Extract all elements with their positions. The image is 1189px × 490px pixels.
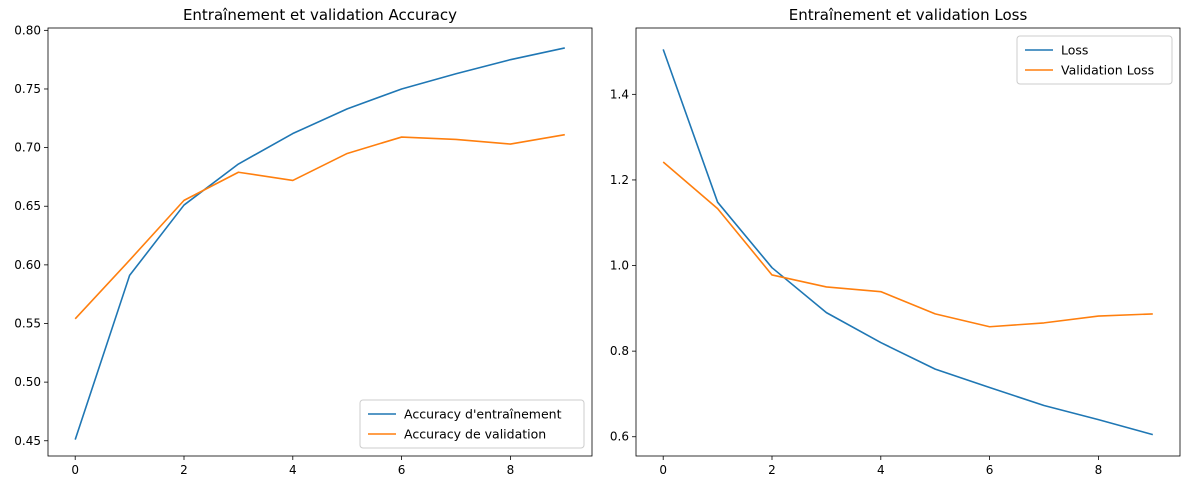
legend-label: Loss xyxy=(1061,43,1088,58)
y-tick-label: 0.60 xyxy=(14,258,41,272)
legend-label: Validation Loss xyxy=(1061,63,1154,78)
x-tick-label: 2 xyxy=(180,463,188,477)
x-tick-label: 0 xyxy=(71,463,79,477)
x-tick-label: 6 xyxy=(986,463,994,477)
plot-frame xyxy=(635,27,1181,457)
series-line-2 xyxy=(74,133,565,320)
legend-label: Accuracy de validation xyxy=(404,427,546,442)
chart-2: Entraînement et validation Loss 0 2 4 6 8 0.6 0… xyxy=(610,6,1181,477)
x-tick-label: 8 xyxy=(1095,463,1103,477)
y-tick-label: 0.75 xyxy=(14,82,41,96)
y-tick-label: 0.80 xyxy=(14,23,41,37)
legend: Accuracy d'entraînement Accuracy de valid… xyxy=(359,399,585,449)
y-tick-label: 1.0 xyxy=(610,259,629,273)
chart-1: Entraînement et validation Accuracy 0 2 4 6 8… xyxy=(14,6,593,477)
legend: Loss Validation Loss xyxy=(1016,35,1173,85)
series-line-1 xyxy=(662,49,1154,436)
y-tick-label: 1.2 xyxy=(610,173,629,187)
y-tick-label: 0.55 xyxy=(14,316,41,330)
chart-title: Entraînement et validation Loss xyxy=(789,6,1028,24)
y-tick-label: 0.6 xyxy=(610,430,629,444)
legend-box xyxy=(359,399,585,449)
x-tick-label: 6 xyxy=(398,463,406,477)
y-tick-label: 0.65 xyxy=(14,199,41,213)
y-tick-label: 0.8 xyxy=(610,344,629,358)
legend-label: Accuracy d'entraînement xyxy=(404,407,562,422)
chart-title: Entraînement et validation Accuracy xyxy=(183,6,457,24)
y-tick-label: 0.50 xyxy=(14,375,41,389)
x-tick-label: 4 xyxy=(877,463,885,477)
series-line-2 xyxy=(662,161,1153,328)
series-line-1 xyxy=(74,47,565,440)
y-tick-label: 0.70 xyxy=(14,141,41,155)
y-tick-label: 0.45 xyxy=(14,434,41,448)
plot-frame xyxy=(47,27,593,457)
x-tick-label: 4 xyxy=(289,463,297,477)
legend-box xyxy=(1016,35,1173,85)
x-tick-label: 2 xyxy=(768,463,776,477)
x-tick-label: 0 xyxy=(659,463,667,477)
x-tick-label: 8 xyxy=(507,463,515,477)
y-tick-label: 1.4 xyxy=(610,87,629,101)
